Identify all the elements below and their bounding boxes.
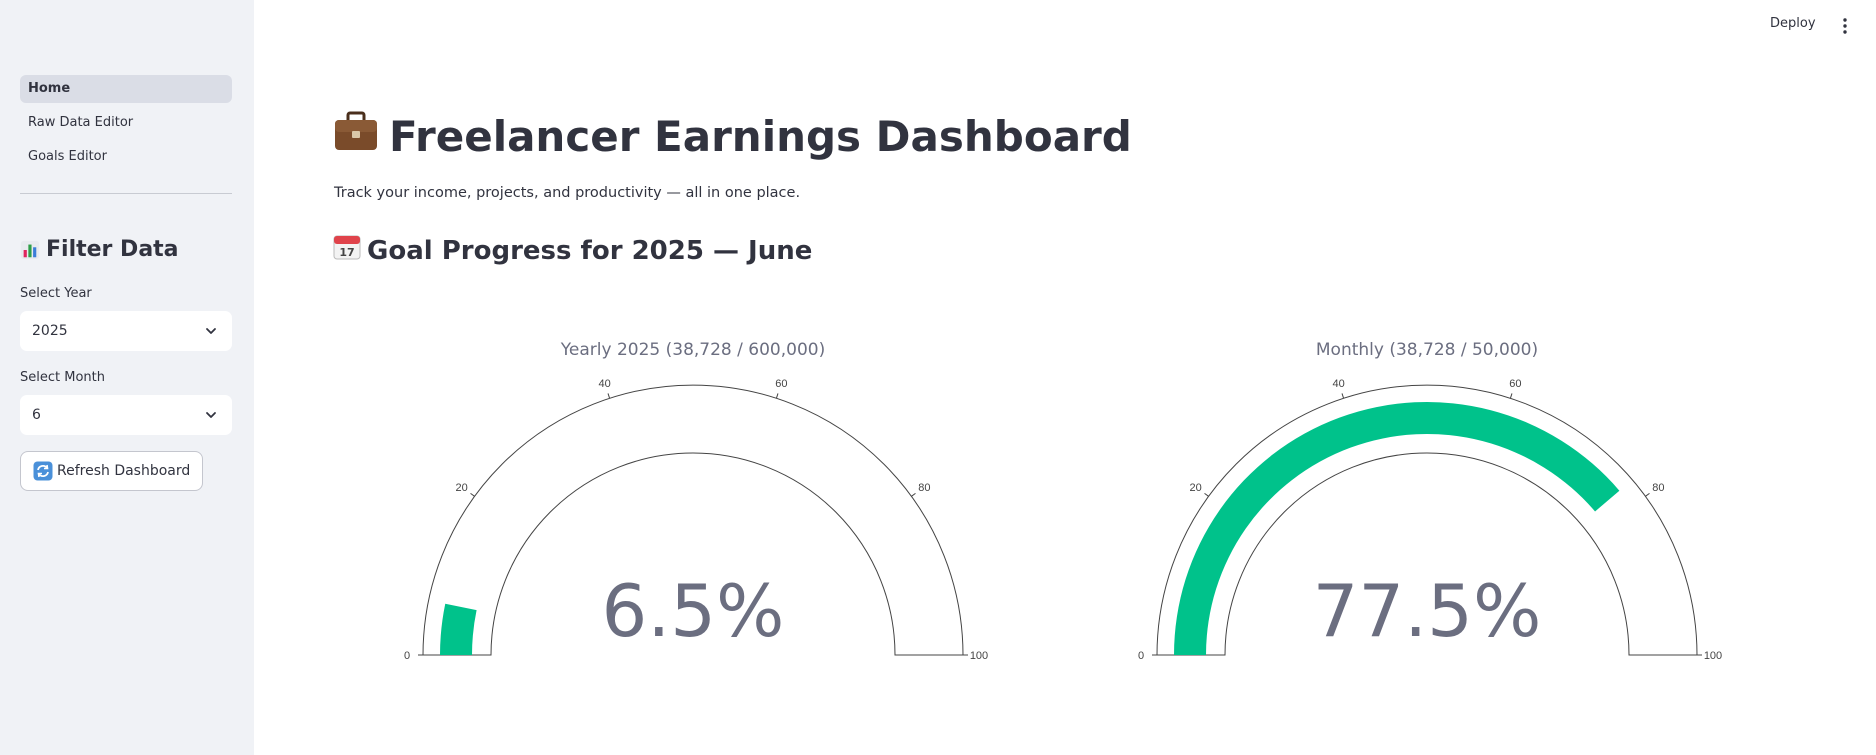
gauge-tick-label: 100 [970,650,988,662]
gauge-tick [1341,393,1345,399]
bar-chart-icon [20,240,40,260]
gauge-tick-label: 40 [1332,378,1344,390]
gauge-tick-label: 60 [775,378,787,390]
sidebar-divider [20,193,232,194]
chevron-down-icon [206,412,216,418]
gauge-tick [607,393,611,399]
gauge-chart: 0 20 40 60 80 100 6.5% [404,378,988,662]
gauge-tick-label: 40 [598,378,610,390]
section-title: 17 Goal Progress for 2025 — June [333,233,812,268]
gauge-bar [1174,402,1620,655]
gauge-tick-label: 100 [1704,650,1722,662]
page-title-text: Freelancer Earnings Dashboard [389,111,1132,161]
gauge-frame [422,384,964,656]
year-select-value: 2025 [32,323,68,339]
sidebar-item-goals-editor[interactable]: Goals Editor [28,149,107,164]
briefcase-icon [333,108,379,164]
gauge-tick [1645,492,1650,497]
gauge-tick [1204,492,1209,497]
gauge-tick [911,492,916,497]
gauge-bar [440,603,477,655]
monthly-gauge: Monthly (38,728 / 50,000) 0 20 40 60 80 100 77… [1117,340,1737,680]
month-select[interactable]: 6 [20,395,232,435]
gauge-tick-label: 20 [455,482,467,494]
refresh-dashboard-button[interactable]: Refresh Dashboard [20,451,204,491]
month-select-label: Select Month [20,370,105,385]
page-subtitle: Track your income, projects, and product… [334,185,801,201]
gauge-tick-label: 80 [1652,482,1664,494]
filter-header-text: Filter Data [46,237,179,262]
refresh-dashboard-label: Refresh Dashboard [57,463,191,479]
gauge-tick-label: 80 [918,482,930,494]
gauge-chart: 0 20 40 60 80 100 77.5% [1138,378,1722,662]
gauge-tick-label: 20 [1189,482,1201,494]
year-select[interactable]: 2025 [20,311,232,351]
filter-header: Filter Data [20,237,179,262]
gauge-tick [775,393,779,399]
deploy-button[interactable]: Deploy [1770,16,1816,31]
page-title: Freelancer Earnings Dashboard [333,108,1132,164]
calendar-icon: 17 [333,233,361,268]
gauge-title: Yearly 2025 (38,728 / 600,000) [560,340,826,360]
gauge-tick-label: 60 [1509,378,1521,390]
kebab-menu-icon[interactable] [1838,16,1852,36]
gauge-tick-label: 0 [1138,650,1144,662]
chevron-down-icon [206,328,216,334]
year-select-label: Select Year [20,286,92,301]
refresh-icon [33,461,53,481]
gauge-title: Monthly (38,728 / 50,000) [1315,340,1539,360]
gauge-tick [1509,393,1513,399]
sidebar-item-home[interactable]: Home [20,75,232,103]
sidebar-item-raw-data-editor[interactable]: Raw Data Editor [28,115,134,130]
gauge-tick [470,492,475,497]
gauge-value: 77.5% [1313,569,1542,653]
month-select-value: 6 [32,407,41,423]
sidebar: Home Raw Data Editor Goals Editor Filter… [0,0,254,755]
yearly-gauge: Yearly 2025 (38,728 / 600,000) 0 20 40 60 80… [383,340,1003,680]
section-title-text: Goal Progress for 2025 — June [367,235,813,266]
gauge-tick-label: 0 [404,650,410,662]
gauge-value: 6.5% [602,569,785,653]
sidebar-nav: Home Raw Data Editor Goals Editor [20,75,232,177]
svg-text:17: 17 [339,246,354,259]
